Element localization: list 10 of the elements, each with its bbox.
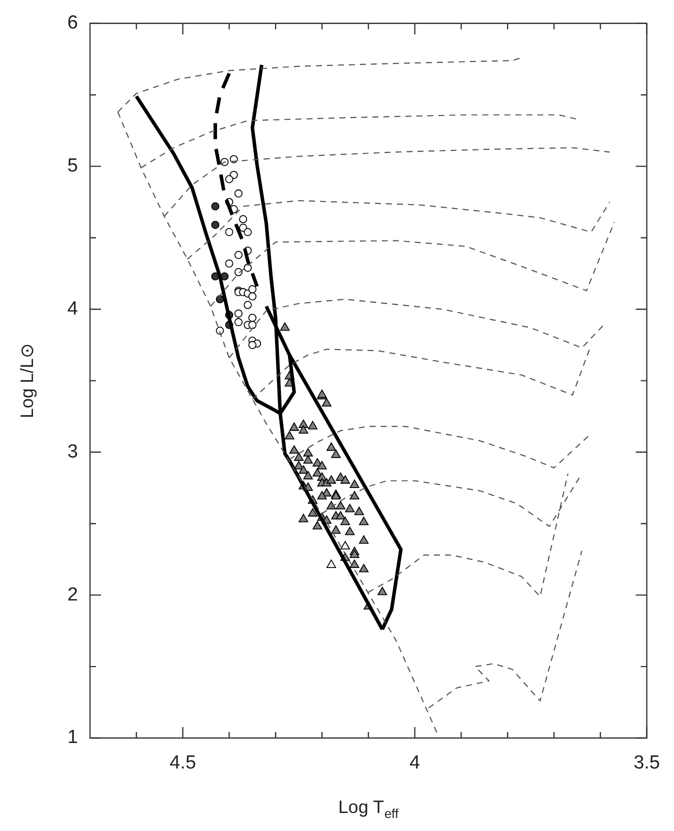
x-tick-label: 4: [410, 752, 421, 774]
y-axis-title: Log L/L⊙: [16, 343, 37, 418]
x-tick-label: 3.5: [634, 752, 660, 774]
y-tick-label: 5: [67, 156, 78, 177]
x-tick-label: 4.5: [170, 752, 196, 774]
y-tick-label: 3: [67, 441, 78, 462]
y-tick-label: 2: [67, 584, 78, 606]
y-tick-label: 1: [67, 727, 78, 748]
y-tick-label: 6: [67, 12, 78, 34]
y-tick-label: 4: [67, 298, 78, 320]
